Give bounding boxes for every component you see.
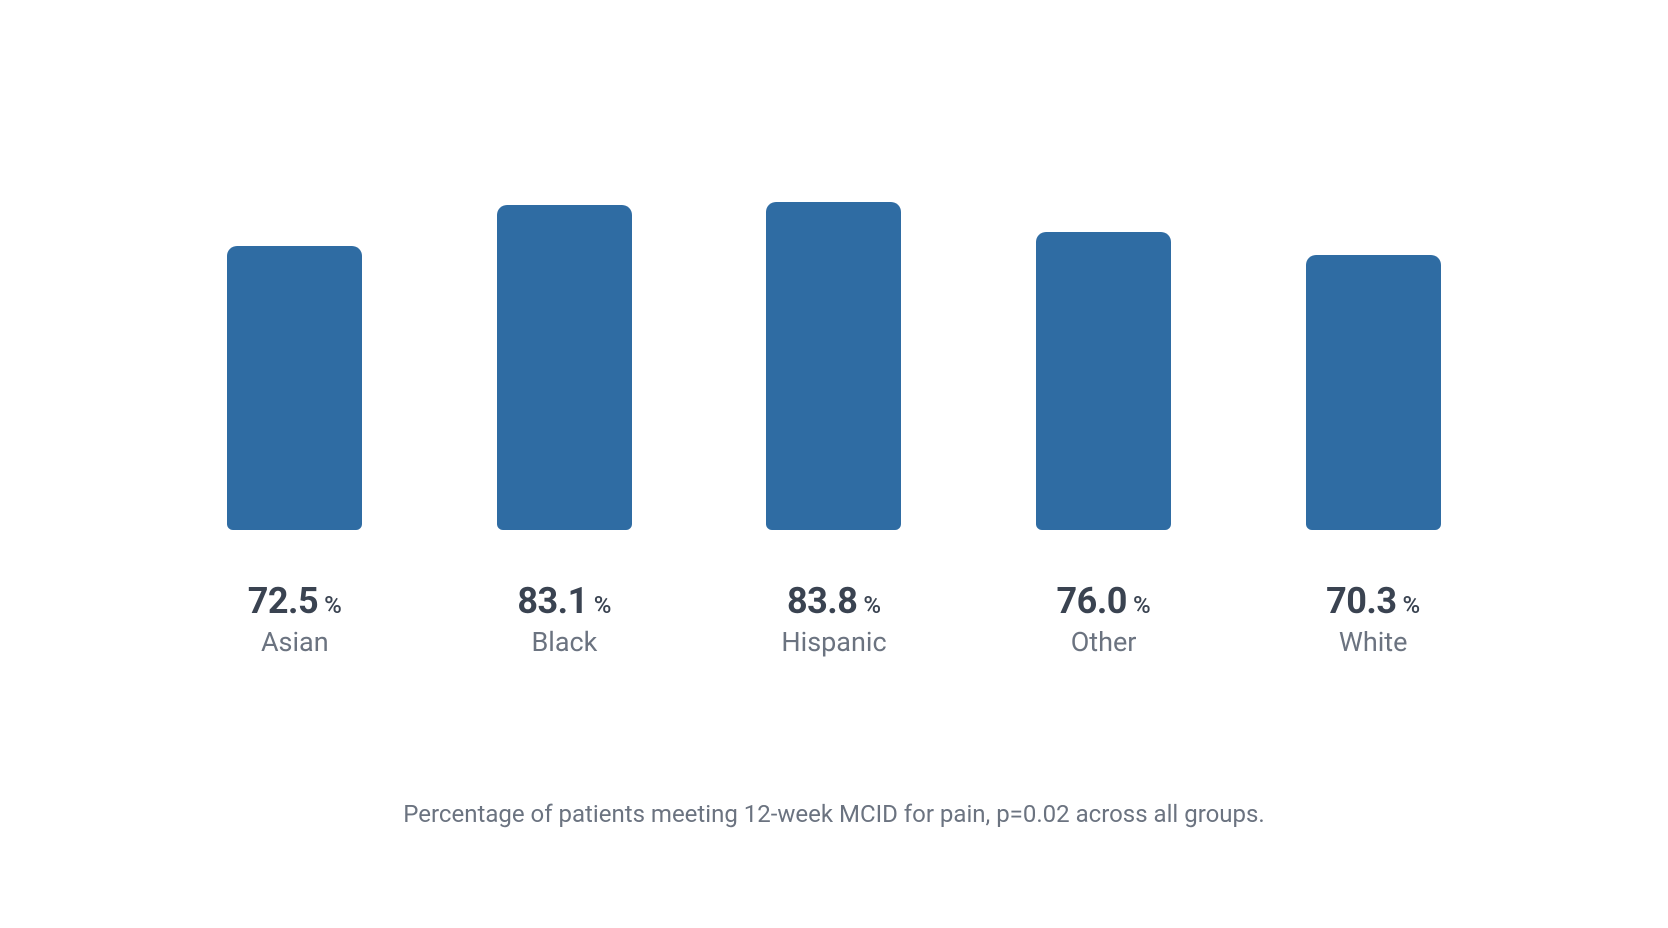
label-column: 76.0% Other [969, 580, 1239, 658]
bar [766, 202, 901, 530]
bars-area [100, 60, 1568, 530]
bar-column [969, 232, 1239, 530]
bar-value-suffix: % [324, 591, 342, 619]
label-column: 83.1% Black [430, 580, 700, 658]
label-column: 70.3% White [1238, 580, 1508, 658]
value-line: 83.8% [787, 580, 881, 622]
value-line: 83.1% [517, 580, 611, 622]
caption-area: Percentage of patients meeting 12-week M… [100, 700, 1568, 888]
bar-chart: 72.5% Asian 83.1% Black 83.8% Hispanic 76.0% Ot… [0, 0, 1668, 928]
bar-value: 70.3 [1326, 580, 1396, 622]
bar-category-label: Other [1071, 626, 1137, 658]
bar-column [430, 205, 700, 530]
bar [1036, 232, 1171, 530]
bar-value-suffix: % [594, 591, 612, 619]
bar-value-suffix: % [863, 591, 881, 619]
bar-category-label: Hispanic [781, 626, 886, 658]
value-line: 76.0% [1057, 580, 1151, 622]
bar [227, 246, 362, 530]
labels-area: 72.5% Asian 83.1% Black 83.8% Hispanic 76.0% Ot… [100, 530, 1568, 658]
bar-category-label: Black [531, 626, 597, 658]
bar-value-suffix: % [1403, 591, 1421, 619]
bar [497, 205, 632, 530]
bar-category-label: White [1339, 626, 1408, 658]
bar-value: 76.0 [1057, 580, 1127, 622]
bar-category-label: Asian [261, 626, 329, 658]
bar-value: 83.8 [787, 580, 857, 622]
bar-value: 72.5 [248, 580, 318, 622]
bar-column [160, 246, 430, 530]
bar-column [1238, 255, 1508, 530]
bar-value: 83.1 [517, 580, 587, 622]
value-line: 72.5% [248, 580, 342, 622]
chart-caption: Percentage of patients meeting 12-week M… [403, 800, 1264, 828]
value-line: 70.3% [1326, 580, 1420, 622]
label-column: 83.8% Hispanic [699, 580, 969, 658]
label-column: 72.5% Asian [160, 580, 430, 658]
bar-value-suffix: % [1133, 591, 1151, 619]
bar [1306, 255, 1441, 530]
bar-column [699, 202, 969, 530]
